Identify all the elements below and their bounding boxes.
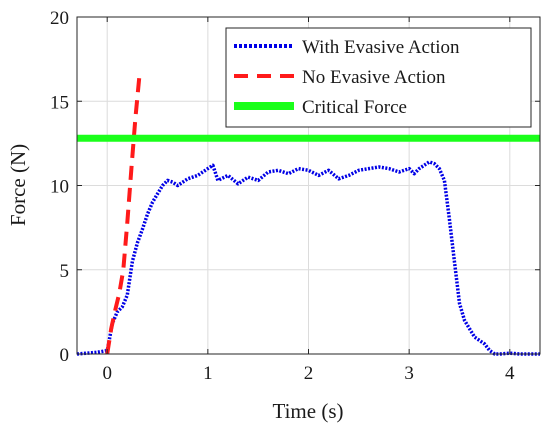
x-tick-label: 1 <box>203 363 213 384</box>
legend-label-with-evasive-action: With Evasive Action <box>302 37 460 58</box>
x-tick-label: 4 <box>505 363 515 384</box>
x-tick-label: 3 <box>404 363 414 384</box>
legend-label-no-evasive-action: No Evasive Action <box>302 67 446 88</box>
legend-label-critical-force: Critical Force <box>302 97 407 118</box>
x-tick-label: 0 <box>102 363 112 384</box>
y-tick-label: 5 <box>60 261 70 282</box>
legend: With Evasive Action No Evasive Action Crit… <box>225 27 532 128</box>
x-axis-label: Time (s) <box>273 399 344 423</box>
y-tick-label: 0 <box>60 345 70 366</box>
y-axis-label: Force (N) <box>6 144 30 226</box>
plot-layer <box>76 75 540 356</box>
x-tick-label: 2 <box>304 363 314 384</box>
y-tick-label: 15 <box>50 92 69 113</box>
series-line-no-evasive-action <box>105 75 142 355</box>
series-line-with-evasive-action <box>76 160 540 356</box>
y-tick-label: 20 <box>50 8 69 29</box>
y-tick-label: 10 <box>50 177 69 198</box>
legend-entries: With Evasive Action No Evasive Action Crit… <box>234 37 460 118</box>
tick-layer: 0 1 2 3 4 0 5 10 15 20 <box>50 8 540 384</box>
